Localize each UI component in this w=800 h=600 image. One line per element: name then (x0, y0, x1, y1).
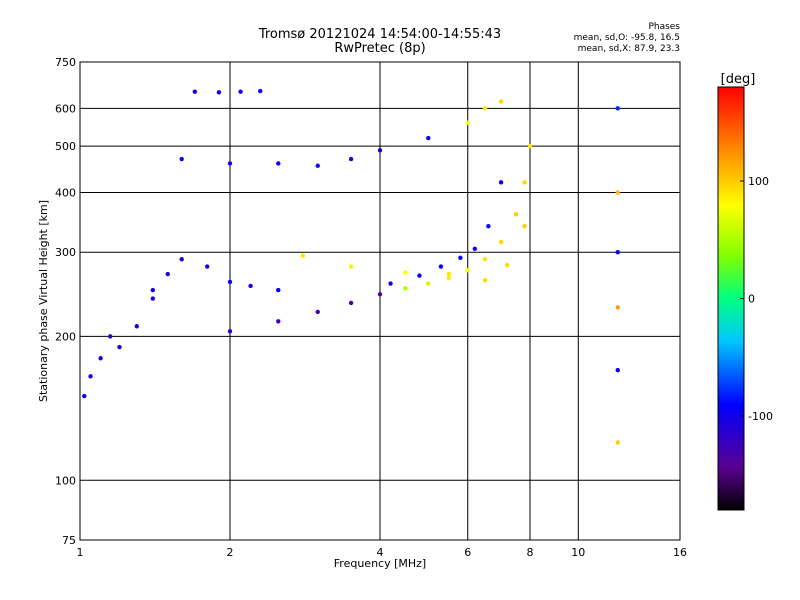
data-point (192, 89, 198, 94)
colorbar (717, 86, 745, 511)
colorbar-tick-label: 100 (748, 175, 769, 188)
data-point (348, 264, 354, 269)
x-tick-label: 6 (464, 546, 471, 559)
data-point (98, 356, 103, 361)
data-points (82, 88, 620, 445)
data-point (348, 156, 354, 162)
x-axis-label: Frequency [MHz] (334, 557, 426, 570)
data-point (615, 305, 620, 310)
data-point (276, 287, 281, 293)
x-tick-label: 10 (571, 546, 585, 559)
data-point (216, 90, 222, 95)
data-point (498, 239, 504, 245)
colorbar-label: [deg] (721, 72, 756, 87)
data-point (482, 278, 488, 283)
x-tick-label: 1 (77, 546, 84, 559)
data-point (227, 279, 233, 285)
data-point (482, 106, 488, 111)
data-point (258, 88, 263, 94)
data-point (150, 287, 156, 293)
data-point (315, 163, 320, 168)
data-point (504, 262, 510, 268)
data-point (179, 257, 184, 262)
data-point (615, 250, 620, 255)
data-point (438, 264, 444, 269)
data-point (204, 264, 210, 269)
data-point (134, 324, 139, 329)
data-point (615, 367, 620, 373)
phases-stats-o: mean, sd,O: -95.8, 16.5 (573, 33, 680, 43)
y-tick-label: 300 (55, 246, 76, 259)
data-point (238, 89, 243, 94)
data-point (377, 148, 383, 153)
data-point (276, 161, 281, 166)
y-tick-label: 600 (55, 102, 76, 115)
data-point (615, 106, 620, 111)
chart-subtitle: RwPretec (8p) (334, 41, 426, 56)
data-point (248, 283, 253, 289)
data-point (388, 281, 393, 286)
phases-stats-x: mean, sd,X: 87.9, 23.3 (577, 44, 680, 54)
data-point (482, 257, 488, 262)
y-tick-label: 100 (55, 474, 76, 487)
data-point (377, 292, 383, 297)
data-point (108, 334, 113, 339)
colorbar-tick-label: -100 (748, 410, 773, 423)
data-point (426, 281, 431, 286)
data-point (348, 300, 354, 306)
data-point (403, 286, 408, 291)
data-point (498, 180, 504, 185)
y-tick-label: 750 (55, 56, 76, 69)
data-point (165, 271, 170, 277)
data-point (426, 135, 431, 141)
colorbar-tick-label: 0 (748, 293, 755, 306)
y-tick-label: 400 (55, 186, 76, 199)
phases-stats-title: Phases (648, 22, 680, 32)
colorbar-ticks: 100 0 -100 (740, 175, 773, 423)
data-point (522, 180, 527, 185)
y-tick-label: 500 (55, 140, 76, 153)
data-point (615, 440, 620, 445)
data-point (513, 212, 519, 217)
data-point (527, 143, 533, 149)
data-point (498, 99, 504, 104)
data-point (417, 273, 422, 278)
data-point (227, 161, 233, 166)
data-point (403, 270, 408, 275)
data-point (458, 255, 463, 261)
data-point (88, 374, 93, 379)
data-point (179, 156, 184, 162)
data-point (465, 268, 470, 273)
x-tick-label: 2 (227, 546, 234, 559)
y-tick-label: 75 (62, 534, 76, 547)
data-point (522, 224, 527, 229)
data-point (315, 309, 320, 315)
plot-frame (79, 61, 681, 541)
x-tick-label: 8 (527, 546, 534, 559)
grid-lines (80, 62, 680, 540)
data-point (117, 344, 122, 350)
x-tick-label: 4 (377, 546, 384, 559)
x-axis-ticks: 1 2 4 6 8 10 16 (77, 546, 688, 559)
data-point (300, 253, 306, 258)
data-point (446, 271, 452, 277)
data-point (82, 393, 87, 399)
data-point (486, 224, 491, 229)
data-point (446, 275, 452, 281)
y-axis-label: Stationary phase Virtual Height [km] (37, 200, 50, 402)
data-point (276, 319, 281, 324)
y-tick-label: 200 (55, 330, 76, 343)
x-tick-label: 16 (673, 546, 687, 559)
data-point (150, 296, 156, 301)
data-point (472, 246, 478, 251)
chart-title: Tromsø 20121024 14:54:00-14:55:43 (258, 27, 502, 42)
data-point (615, 190, 620, 195)
data-point (227, 329, 233, 334)
data-point (465, 120, 470, 125)
y-axis-ticks: 75 100 200 300 400 500 600 750 (55, 56, 76, 547)
